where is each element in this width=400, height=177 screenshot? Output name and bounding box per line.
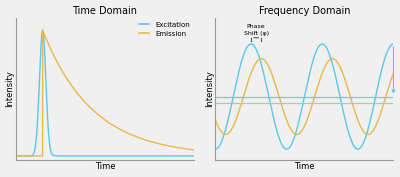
Title: Frequency Domain: Frequency Domain xyxy=(259,5,350,16)
Y-axis label: Intensity: Intensity xyxy=(205,70,214,107)
Y-axis label: Intensity: Intensity xyxy=(6,70,14,107)
Text: Phase
Shift (φ): Phase Shift (φ) xyxy=(244,24,269,36)
X-axis label: Time: Time xyxy=(294,162,315,172)
X-axis label: Time: Time xyxy=(95,162,115,172)
Legend: Excitation, Emission: Excitation, Emission xyxy=(136,19,192,39)
Title: Time Domain: Time Domain xyxy=(72,5,138,16)
